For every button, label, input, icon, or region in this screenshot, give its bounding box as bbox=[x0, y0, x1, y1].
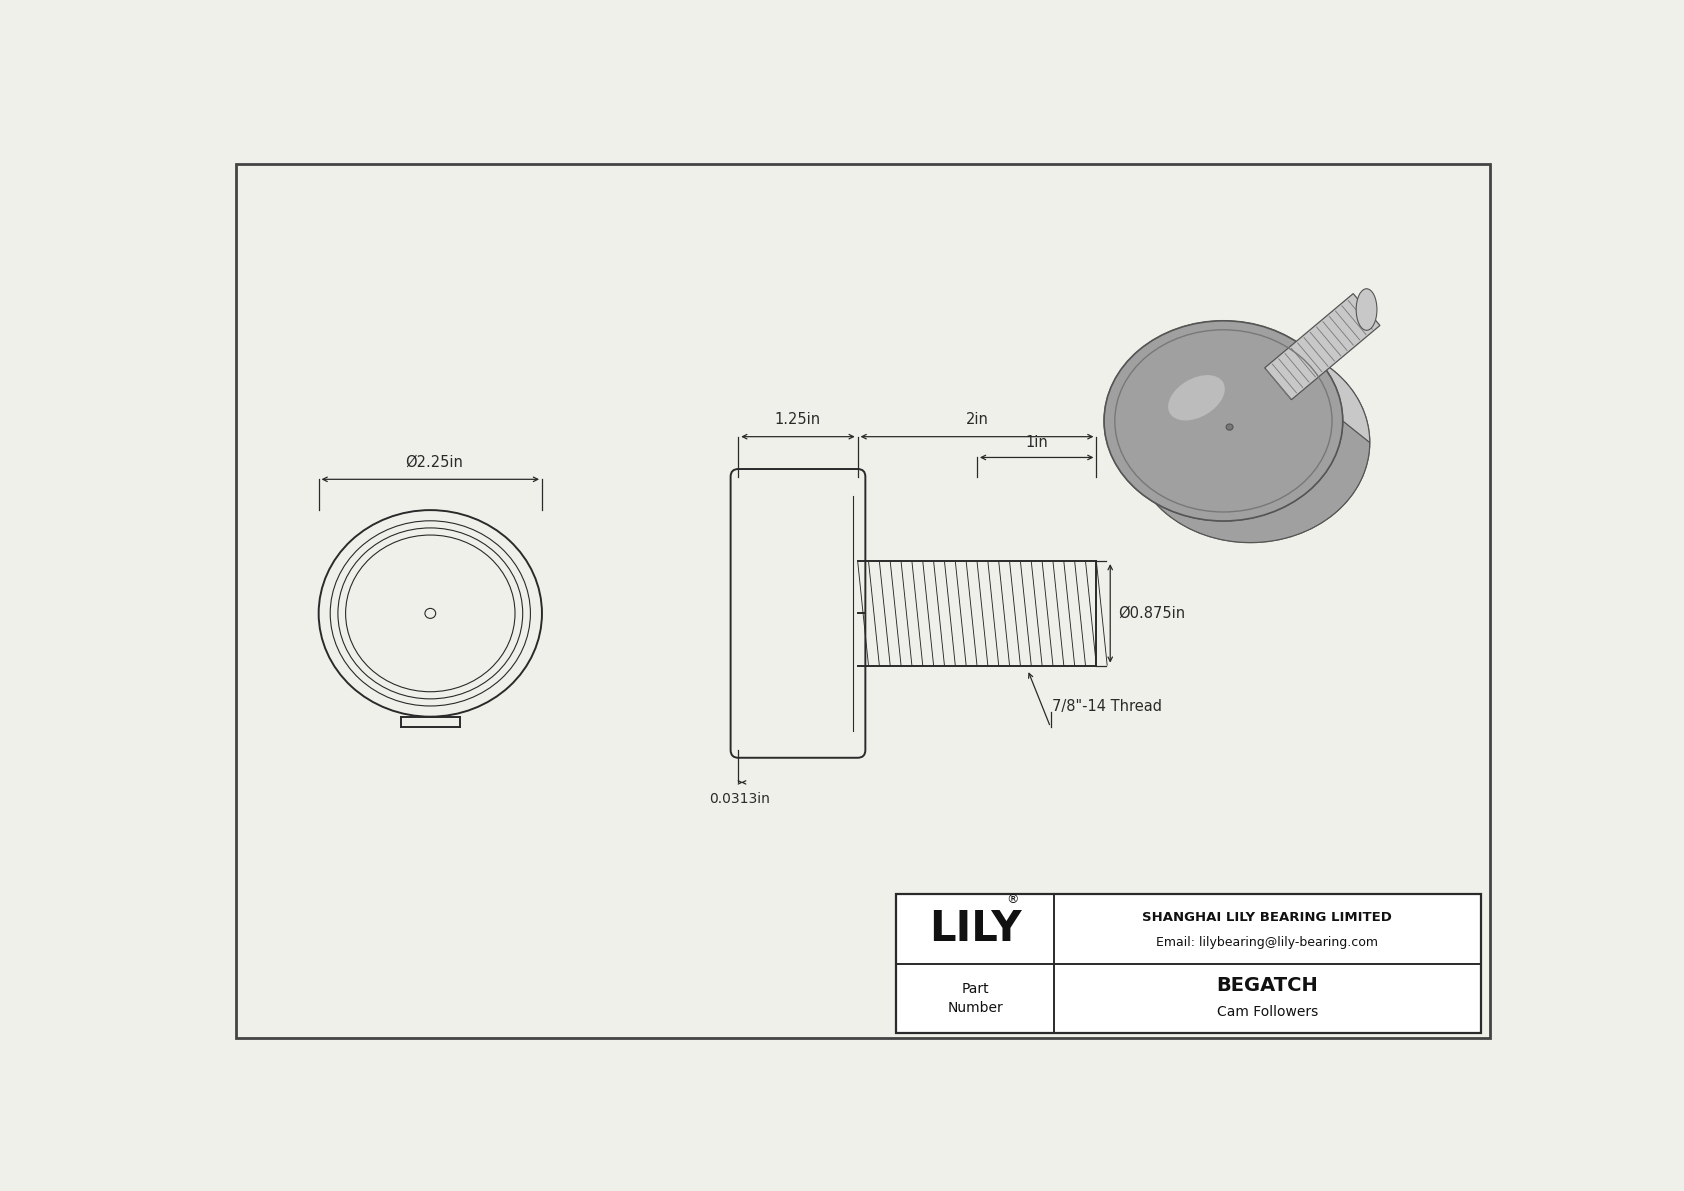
Text: Ø2.25in: Ø2.25in bbox=[406, 455, 463, 470]
Polygon shape bbox=[1105, 320, 1369, 442]
Text: 2in: 2in bbox=[965, 412, 989, 428]
Ellipse shape bbox=[1226, 424, 1233, 430]
Text: Email: lilybearing@lily-bearing.com: Email: lilybearing@lily-bearing.com bbox=[1157, 936, 1378, 949]
Text: 1.25in: 1.25in bbox=[775, 412, 822, 428]
Text: BEGATCH: BEGATCH bbox=[1216, 975, 1319, 994]
Polygon shape bbox=[1265, 294, 1379, 400]
Text: Cam Followers: Cam Followers bbox=[1216, 1005, 1319, 1019]
Text: ®: ® bbox=[1005, 893, 1019, 906]
Ellipse shape bbox=[1356, 288, 1378, 330]
Text: 7/8"-14 Thread: 7/8"-14 Thread bbox=[1052, 699, 1162, 715]
Text: 1in: 1in bbox=[1026, 435, 1047, 450]
Polygon shape bbox=[1105, 420, 1369, 543]
Text: 0.0313in: 0.0313in bbox=[709, 792, 770, 805]
Text: LILY: LILY bbox=[930, 908, 1021, 950]
Bar bbox=[896, 894, 1480, 1033]
Text: Ø0.875in: Ø0.875in bbox=[1118, 606, 1186, 621]
Text: SHANGHAI LILY BEARING LIMITED: SHANGHAI LILY BEARING LIMITED bbox=[1142, 911, 1393, 924]
Ellipse shape bbox=[1169, 375, 1224, 420]
Text: Part
Number: Part Number bbox=[946, 983, 1004, 1015]
Ellipse shape bbox=[1105, 320, 1342, 520]
Ellipse shape bbox=[1132, 342, 1369, 543]
